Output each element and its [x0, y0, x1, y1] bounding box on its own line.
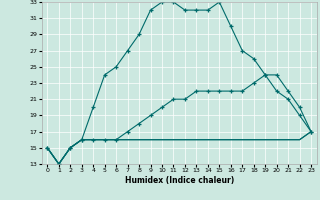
X-axis label: Humidex (Indice chaleur): Humidex (Indice chaleur)	[124, 176, 234, 185]
